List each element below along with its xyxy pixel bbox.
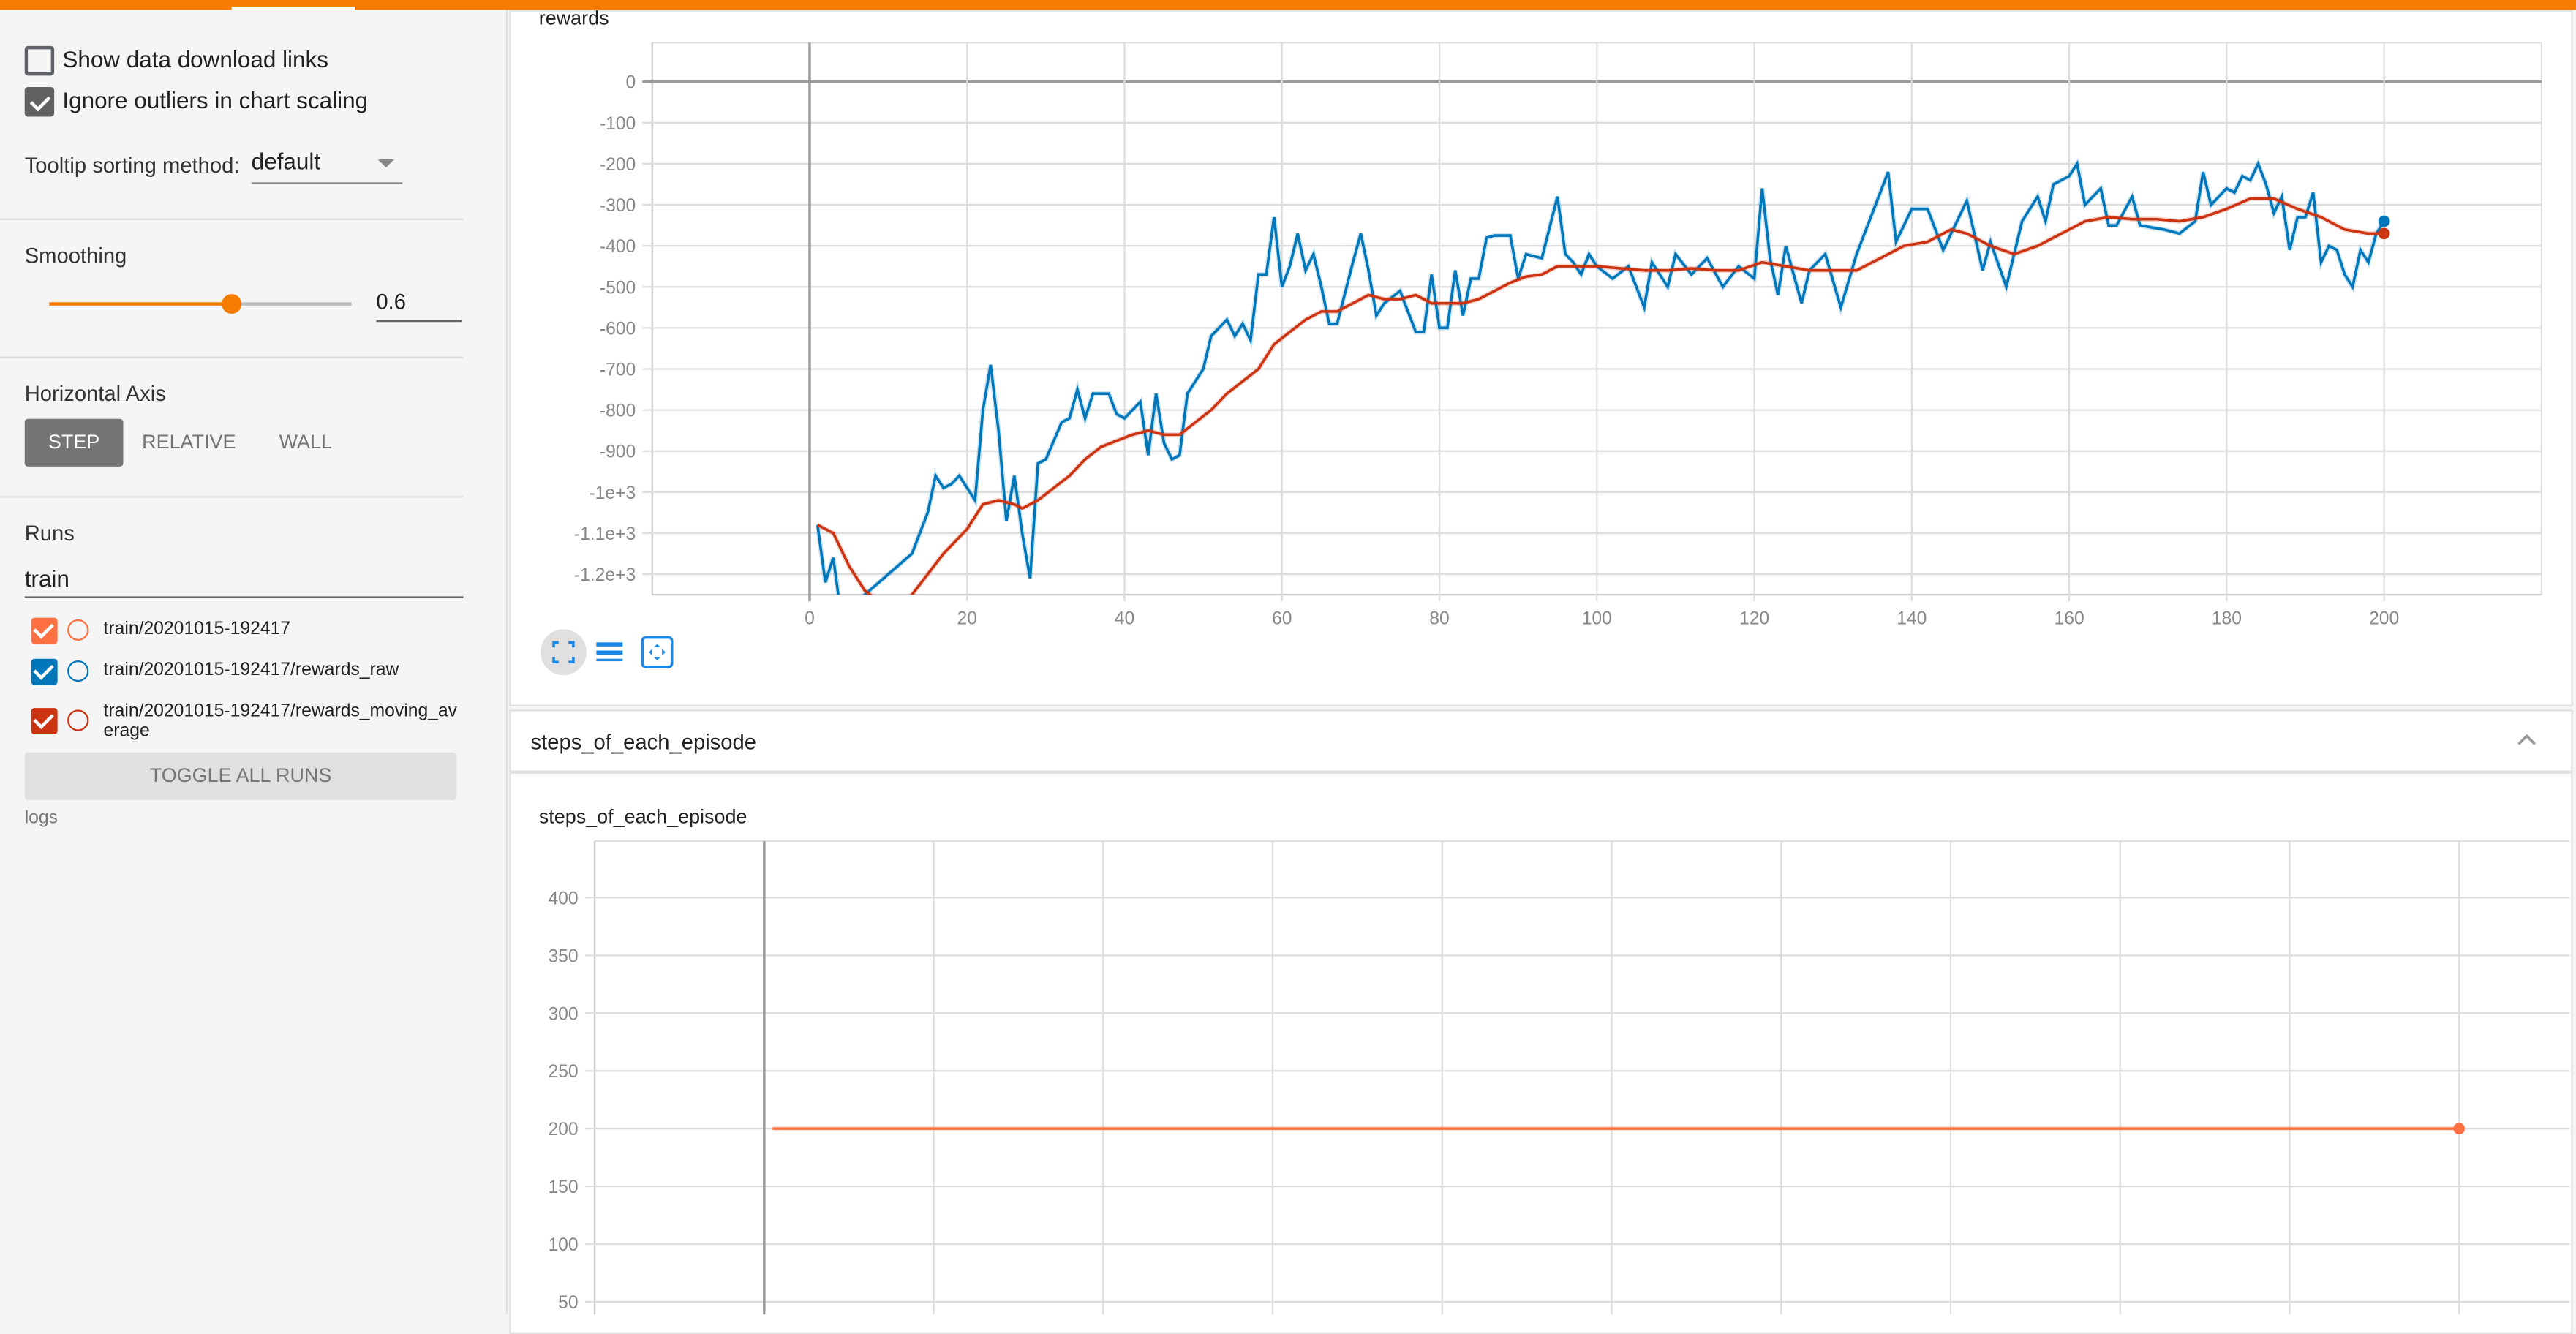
tooltip-sorting-label: Tooltip sorting method: — [24, 152, 240, 178]
run-checkbox[interactable] — [31, 617, 58, 644]
ignore-outliers-label[interactable]: Ignore outliers in chart scaling — [62, 87, 369, 113]
x-tick-label: 160 — [2054, 609, 2084, 629]
toggle-all-runs-button[interactable]: TOGGLE ALL RUNS — [24, 752, 457, 800]
run-label: train/20201015-192417 — [103, 619, 291, 639]
series-end-point — [2453, 1123, 2466, 1135]
chevron-up-icon[interactable] — [2515, 731, 2538, 747]
run-label: train/20201015-192417/rewards_raw — [103, 660, 399, 680]
fit-domain-button[interactable] — [540, 629, 587, 676]
run-checkbox[interactable] — [31, 658, 58, 685]
y-tick-label: 50 — [558, 1293, 578, 1313]
y-tick-label: -300 — [600, 196, 636, 216]
runs-filter-input[interactable]: train — [24, 565, 464, 598]
y-tick-label: -700 — [600, 360, 636, 380]
y-tick-label: -1.2e+3 — [574, 565, 636, 585]
tooltip-sorting-value: default — [251, 148, 321, 175]
chart-title: rewards — [538, 6, 609, 30]
y-tick-label: 150 — [548, 1177, 578, 1197]
x-tick-label: 200 — [2369, 609, 2399, 629]
section-title: steps_of_each_episode — [530, 729, 757, 755]
y-tick-label: -500 — [600, 278, 636, 298]
run-color-circle-icon[interactable] — [67, 709, 89, 731]
smoothing-input[interactable]: 0.6 — [376, 289, 462, 323]
top-toolbar — [0, 0, 2576, 10]
y-tick-label: -600 — [600, 319, 636, 339]
rewards-chart-card: rewards — [509, 6, 2573, 706]
y-tick-label: -1e+3 — [589, 483, 636, 503]
x-tick-label: 20 — [957, 609, 977, 629]
smoothing-label: Smoothing — [24, 243, 127, 268]
x-tick-label: 80 — [1429, 609, 1449, 629]
x-tick-label: 60 — [1272, 609, 1292, 629]
y-tick-label: -100 — [600, 114, 636, 134]
series-line-shadow — [816, 196, 2384, 595]
divider — [0, 496, 464, 498]
y-tick-label: 300 — [548, 1004, 578, 1024]
runs-label: Runs — [24, 521, 75, 546]
y-tick-label: -900 — [600, 442, 636, 462]
expand-chart-icon[interactable] — [641, 636, 674, 668]
smoothing-slider-fill — [49, 302, 232, 306]
series-line-shadow — [815, 157, 2387, 595]
y-tick-label: -200 — [600, 155, 636, 175]
x-tick-label: 180 — [2212, 609, 2242, 629]
x-tick-label: 120 — [1739, 609, 1769, 629]
tooltip-sorting-dropdown[interactable]: default — [251, 148, 403, 184]
series-line — [816, 160, 2386, 595]
steps-chart[interactable]: 400 350 300 250 200 150 100 50 — [509, 772, 2570, 1314]
horizontal-axis-label: Horizontal Axis — [24, 381, 166, 406]
active-tab-indicator — [231, 6, 355, 10]
ignore-outliers-checkbox[interactable] — [24, 87, 55, 117]
x-tick-label: 40 — [1115, 609, 1134, 629]
y-tick-label: 0 — [626, 73, 636, 93]
fit-domain-icon — [552, 641, 575, 664]
y-tick-label: 200 — [548, 1120, 578, 1139]
section-header[interactable]: steps_of_each_episode — [509, 709, 2573, 772]
x-tick-label: 0 — [805, 609, 815, 629]
dropdown-arrow-icon — [377, 159, 395, 168]
series-end-point — [2378, 227, 2390, 240]
show-download-links-checkbox[interactable] — [24, 45, 55, 76]
axis-step-button[interactable]: STEP — [24, 418, 124, 467]
y-tick-label: -800 — [600, 402, 636, 421]
axis-relative-button[interactable]: RELATIVE — [142, 430, 236, 453]
show-download-links-label[interactable]: Show data download links — [62, 45, 328, 72]
divider — [0, 218, 464, 220]
y-tick-label: -400 — [600, 237, 636, 257]
chart-title: steps_of_each_episode — [538, 804, 747, 829]
y-tick-label: 100 — [548, 1235, 578, 1255]
run-color-circle-icon[interactable] — [67, 619, 89, 641]
y-tick-label: 400 — [548, 889, 578, 908]
axis-wall-button[interactable]: WALL — [279, 430, 332, 453]
toggle-log-scale-icon[interactable] — [595, 639, 624, 666]
steps-chart-card: steps_of_each_episode — [509, 772, 2573, 1334]
y-tick-label: 350 — [548, 946, 578, 966]
series-line — [816, 197, 2384, 595]
sidebar: Show data download links Ignore outliers… — [0, 10, 508, 1314]
rewards-chart[interactable]: 0 -100 -200 -300 -400 -500 -600 -700 -800 -900 -1e… — [509, 10, 2569, 650]
run-checkbox[interactable] — [31, 708, 58, 735]
x-tick-label: 140 — [1897, 609, 1927, 629]
smoothing-slider[interactable] — [49, 294, 352, 314]
divider — [0, 356, 464, 358]
run-label: train/20201015-192417/rewards_moving_ave… — [103, 701, 458, 742]
x-tick-label: 100 — [1582, 609, 1612, 629]
y-tick-label: 250 — [548, 1062, 578, 1082]
smoothing-slider-thumb[interactable] — [222, 294, 242, 314]
series-end-point — [2378, 215, 2390, 227]
run-color-circle-icon[interactable] — [67, 660, 89, 682]
y-tick-label: -1.1e+3 — [574, 524, 636, 544]
logdir-label: logs — [24, 808, 59, 829]
